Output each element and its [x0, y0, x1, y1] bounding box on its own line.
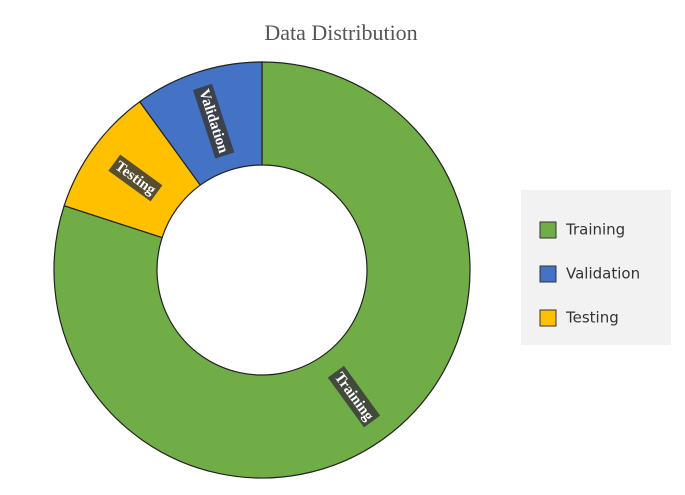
slice-label-bg: [108, 154, 163, 202]
slice: [138, 61, 263, 186]
legend: Training Validation Testing: [539, 221, 640, 327]
legend-label: Training: [565, 221, 625, 239]
slice: [53, 61, 471, 479]
legend-swatch: [539, 309, 557, 327]
chart-title: Data Distribution: [264, 20, 417, 45]
slice-label-bg: [327, 365, 381, 428]
legend-label: Validation: [566, 265, 640, 283]
legend-swatch: [539, 221, 557, 239]
slice-label-bg: [192, 83, 235, 159]
donut: [53, 61, 471, 479]
legend-label: Testing: [565, 309, 619, 327]
legend-swatch: [539, 265, 557, 283]
